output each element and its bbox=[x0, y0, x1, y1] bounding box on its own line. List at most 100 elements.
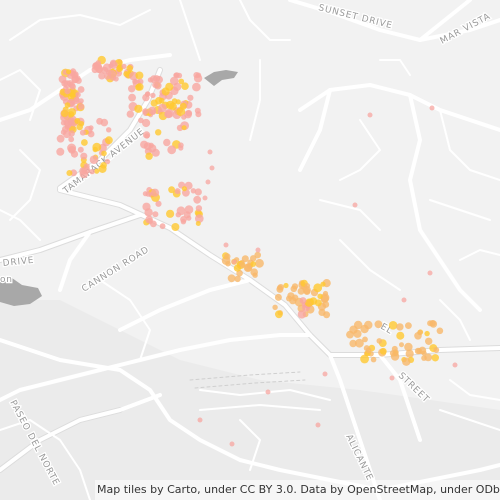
road-label-drive: DRIVE bbox=[2, 256, 35, 269]
alicante-road bbox=[328, 353, 382, 500]
data-point bbox=[364, 320, 373, 330]
data-point bbox=[128, 93, 137, 102]
data-point bbox=[402, 357, 411, 366]
data-point bbox=[175, 212, 181, 218]
data-point bbox=[272, 304, 278, 310]
data-point bbox=[74, 118, 81, 124]
map-attribution: Map tiles by Carto, under CC BY 3.0. Dat… bbox=[95, 480, 500, 500]
data-point bbox=[168, 102, 177, 111]
data-point bbox=[68, 136, 75, 143]
data-point bbox=[227, 274, 236, 283]
data-point bbox=[56, 147, 65, 156]
data-point bbox=[417, 329, 423, 336]
data-point bbox=[225, 260, 231, 267]
data-point bbox=[317, 293, 323, 299]
data-point bbox=[155, 75, 163, 84]
data-point bbox=[98, 164, 107, 173]
data-point bbox=[100, 118, 109, 127]
data-point bbox=[168, 186, 176, 194]
data-point bbox=[67, 143, 77, 153]
data-point bbox=[315, 422, 321, 428]
data-point bbox=[365, 347, 372, 354]
data-point bbox=[136, 83, 144, 91]
road-label-on: on bbox=[0, 275, 13, 285]
data-point bbox=[388, 321, 398, 330]
data-point bbox=[105, 136, 113, 145]
main-arterial-road bbox=[58, 188, 500, 357]
data-point bbox=[150, 188, 160, 197]
data-point bbox=[113, 76, 119, 82]
data-point bbox=[89, 155, 99, 164]
data-point bbox=[195, 205, 203, 212]
data-point bbox=[401, 297, 407, 303]
data-point bbox=[224, 253, 231, 260]
data-point bbox=[145, 215, 153, 224]
data-point bbox=[255, 258, 264, 268]
data-point bbox=[452, 362, 458, 368]
data-point bbox=[78, 121, 85, 127]
data-point bbox=[389, 375, 395, 381]
data-point bbox=[148, 106, 157, 116]
data-point bbox=[195, 111, 202, 118]
data-point bbox=[405, 322, 412, 329]
data-point bbox=[429, 105, 435, 111]
data-points-layer bbox=[56, 55, 458, 447]
data-point bbox=[299, 297, 307, 304]
data-point bbox=[67, 108, 77, 117]
data-point bbox=[205, 179, 211, 185]
data-point bbox=[404, 342, 413, 352]
data-point bbox=[244, 263, 252, 272]
data-point bbox=[429, 320, 438, 328]
data-point bbox=[195, 214, 204, 223]
data-point bbox=[195, 221, 201, 226]
data-point bbox=[181, 125, 187, 131]
data-point bbox=[223, 242, 229, 248]
data-point bbox=[231, 259, 237, 265]
data-point bbox=[95, 65, 104, 74]
cannon-road bbox=[0, 213, 142, 262]
data-point bbox=[233, 264, 241, 272]
data-point bbox=[275, 310, 283, 319]
data-point bbox=[193, 74, 203, 83]
data-point bbox=[396, 323, 404, 331]
data-point bbox=[138, 117, 144, 124]
data-point bbox=[250, 255, 257, 262]
data-point bbox=[161, 87, 170, 96]
data-point bbox=[194, 188, 202, 196]
data-point bbox=[106, 69, 112, 76]
data-point bbox=[60, 109, 69, 118]
data-point bbox=[75, 77, 82, 84]
data-point bbox=[290, 285, 298, 293]
data-point bbox=[116, 65, 123, 72]
data-point bbox=[379, 347, 387, 355]
data-point bbox=[98, 72, 106, 80]
data-point bbox=[56, 134, 65, 143]
data-point bbox=[142, 202, 151, 211]
data-point bbox=[92, 142, 102, 152]
data-point bbox=[87, 130, 95, 138]
data-point bbox=[176, 107, 186, 117]
data-point bbox=[81, 139, 88, 146]
data-point bbox=[155, 129, 162, 136]
data-point bbox=[184, 205, 194, 214]
data-point bbox=[75, 92, 81, 98]
data-point bbox=[209, 165, 215, 171]
data-point bbox=[360, 354, 369, 364]
data-point bbox=[181, 114, 187, 120]
data-point bbox=[94, 168, 100, 174]
data-point bbox=[370, 356, 377, 363]
data-point bbox=[66, 170, 73, 176]
data-point bbox=[427, 270, 433, 276]
runway-marking bbox=[189, 371, 301, 381]
data-point bbox=[297, 310, 307, 319]
data-point bbox=[276, 285, 284, 293]
data-point bbox=[320, 281, 326, 287]
data-point bbox=[101, 150, 107, 157]
data-point bbox=[252, 272, 258, 278]
data-point bbox=[265, 389, 271, 395]
data-point bbox=[352, 202, 358, 208]
data-point bbox=[78, 103, 85, 110]
data-point bbox=[431, 354, 439, 362]
data-point bbox=[159, 223, 166, 230]
